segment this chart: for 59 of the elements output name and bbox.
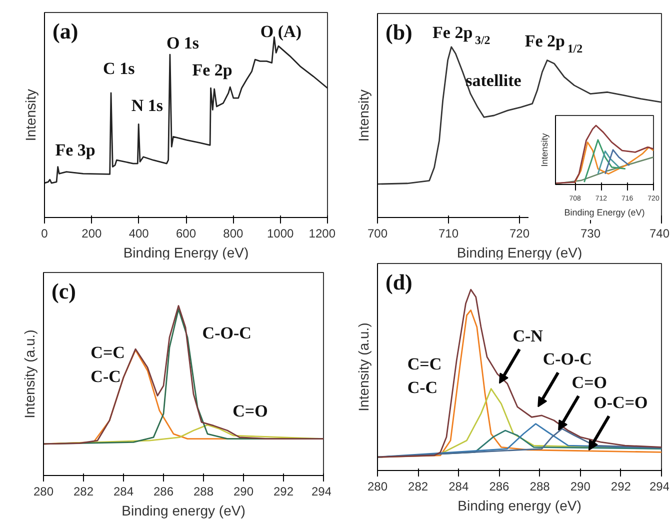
x-axis-title: Binding Energy (eV) <box>456 244 582 260</box>
x-tick-label: 286 <box>489 480 510 494</box>
annotation: O (A) <box>260 22 302 41</box>
x-tick-label: 800 <box>223 226 244 240</box>
x-tick-label: 286 <box>153 484 174 498</box>
x-axis-title: Binding energy (eV) <box>122 502 246 518</box>
x-tick-label: 200 <box>82 226 102 240</box>
annotation: C-C <box>90 366 121 386</box>
x-tick-label: 290 <box>233 484 254 498</box>
x-tick-label: 290 <box>570 480 591 494</box>
x-tick-label: 294 <box>649 480 670 494</box>
annotation: O-C=O <box>594 393 648 412</box>
annotation: Fe 2p <box>192 60 232 80</box>
x-tick-label: 292 <box>610 480 632 494</box>
x-tick-label: 280 <box>33 484 54 498</box>
y-axis-title: Intensity <box>22 88 38 142</box>
x-tick-label: 1200 <box>308 226 336 240</box>
annotation: N 1s <box>131 96 164 115</box>
x-tick-label: 284 <box>113 484 134 498</box>
x-tick-label: 740 <box>649 226 670 240</box>
y-axis-title: Intensity (a.u.) <box>22 330 38 418</box>
x-tick-label: 600 <box>176 226 196 240</box>
annotation: O 1s <box>166 33 200 52</box>
chart-title: (d) <box>386 270 412 294</box>
x-tick-label: 282 <box>73 484 94 498</box>
annotation: C=O <box>572 373 607 392</box>
chart-title: (b) <box>386 20 412 44</box>
x-tick-label: 288 <box>530 480 550 494</box>
x-tick-label: 710 <box>438 226 459 240</box>
x-tick-label: 700 <box>367 226 388 240</box>
x-tick-label: 730 <box>580 226 601 240</box>
chart-title: (a) <box>52 18 78 44</box>
x-tick-label: 1000 <box>266 226 294 240</box>
x-tick-label: 294 <box>311 484 332 498</box>
y-axis-title: Intensity (a.u.) <box>356 322 372 412</box>
annotation: C-C <box>407 378 438 398</box>
x-axis-title: Binding Energy (eV) <box>123 244 249 260</box>
y-axis-title: Intensity <box>356 89 372 142</box>
x-tick-label: 284 <box>448 480 469 494</box>
annotation: C=C <box>407 354 442 374</box>
x-axis-title: Binding Energy (eV) <box>564 208 645 218</box>
x-tick-label: 280 <box>367 480 388 494</box>
x-tick-label: 292 <box>273 484 294 498</box>
x-tick-label: 282 <box>408 480 428 494</box>
x-tick-label: 720 <box>509 226 530 240</box>
x-axis-title: Binding energy (eV) <box>458 498 582 514</box>
annotation: C=O <box>232 401 268 420</box>
x-tick-label: 0 <box>41 226 48 240</box>
y-axis-title: Intensity <box>540 132 550 167</box>
annotation: C-O-C <box>202 324 252 343</box>
annotation: C 1s <box>103 59 136 78</box>
x-tick-label: 400 <box>128 226 150 240</box>
annotation: Fe 3p <box>55 140 96 160</box>
annotation: C=C <box>90 343 125 362</box>
annotation: satellite <box>466 71 522 90</box>
annotation: C-O-C <box>542 350 592 369</box>
x-tick-label: 288 <box>193 484 214 498</box>
annotation: C-N <box>512 326 544 346</box>
chart-title: (c) <box>52 278 76 304</box>
